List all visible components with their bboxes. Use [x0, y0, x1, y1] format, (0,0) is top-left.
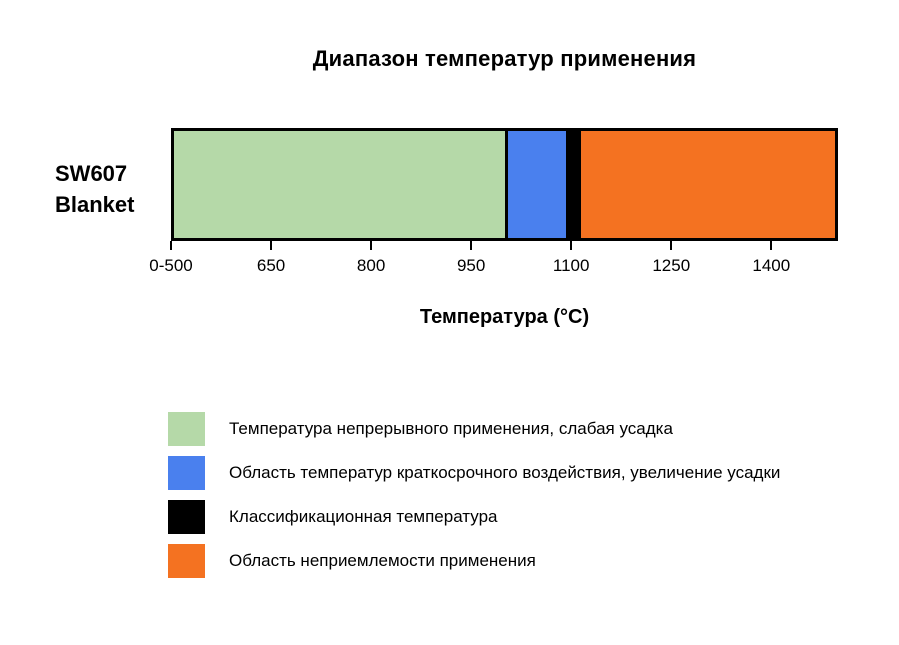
legend-swatch-unsuitable-application	[168, 544, 205, 578]
legend: Температура непрерывного применения, сла…	[168, 412, 780, 578]
x-axis-ticks	[170, 241, 838, 250]
legend-label-continuous-use: Температура непрерывного применения, сла…	[229, 419, 673, 438]
bar-segment-continuous-use	[174, 131, 505, 238]
x-tick-800	[370, 241, 373, 250]
category-label-line1: SW607	[55, 161, 128, 186]
legend-label-classification-temperature: Классификационная температура	[229, 507, 498, 526]
x-tick-label-1250: 1250	[652, 256, 691, 275]
x-tick-label-950: 950	[456, 256, 486, 275]
legend-row-unsuitable-application: Область неприемлемости применения	[168, 544, 780, 578]
legend-swatch-classification-temperature	[168, 500, 205, 534]
stacked-bar	[171, 128, 838, 241]
x-tick-1400	[770, 241, 773, 250]
bar-segment-short-term-exposure	[504, 131, 566, 238]
legend-swatch-continuous-use	[168, 412, 205, 446]
x-tick-label-1400: 1400	[752, 256, 791, 275]
category-label: SW607 Blanket	[55, 158, 134, 220]
x-tick-950	[470, 241, 473, 250]
legend-label-unsuitable-application: Область неприемлемости применения	[229, 551, 536, 570]
chart-title: Диапазон температур применения	[312, 46, 697, 71]
x-axis-title: Температура (°C)	[419, 306, 590, 328]
x-tick-650	[270, 241, 273, 250]
bar-segment-classification-temperature	[565, 131, 578, 238]
bar-segment-unsuitable-application	[577, 131, 835, 238]
x-tick-label-1100: 1100	[552, 256, 590, 275]
x-tick-1250	[670, 241, 673, 250]
legend-swatch-short-term-exposure	[168, 456, 205, 490]
x-tick-label-800: 800	[356, 256, 386, 275]
category-label-line2: Blanket	[55, 192, 135, 217]
legend-row-short-term-exposure: Область температур краткосрочного воздей…	[168, 456, 780, 490]
x-axis-tick-labels: 0-500 650 800 950 1100 1250 1400	[149, 256, 838, 278]
legend-row-classification-temperature: Классификационная температура	[168, 500, 780, 534]
x-tick-label-0-500: 0-500	[149, 256, 193, 275]
legend-label-short-term-exposure: Область температур краткосрочного воздей…	[229, 463, 781, 482]
legend-row-continuous-use: Температура непрерывного применения, сла…	[168, 412, 780, 446]
x-tick-1100	[570, 241, 573, 250]
x-tick-label-650: 650	[256, 256, 286, 275]
x-tick-0-500	[170, 241, 172, 250]
